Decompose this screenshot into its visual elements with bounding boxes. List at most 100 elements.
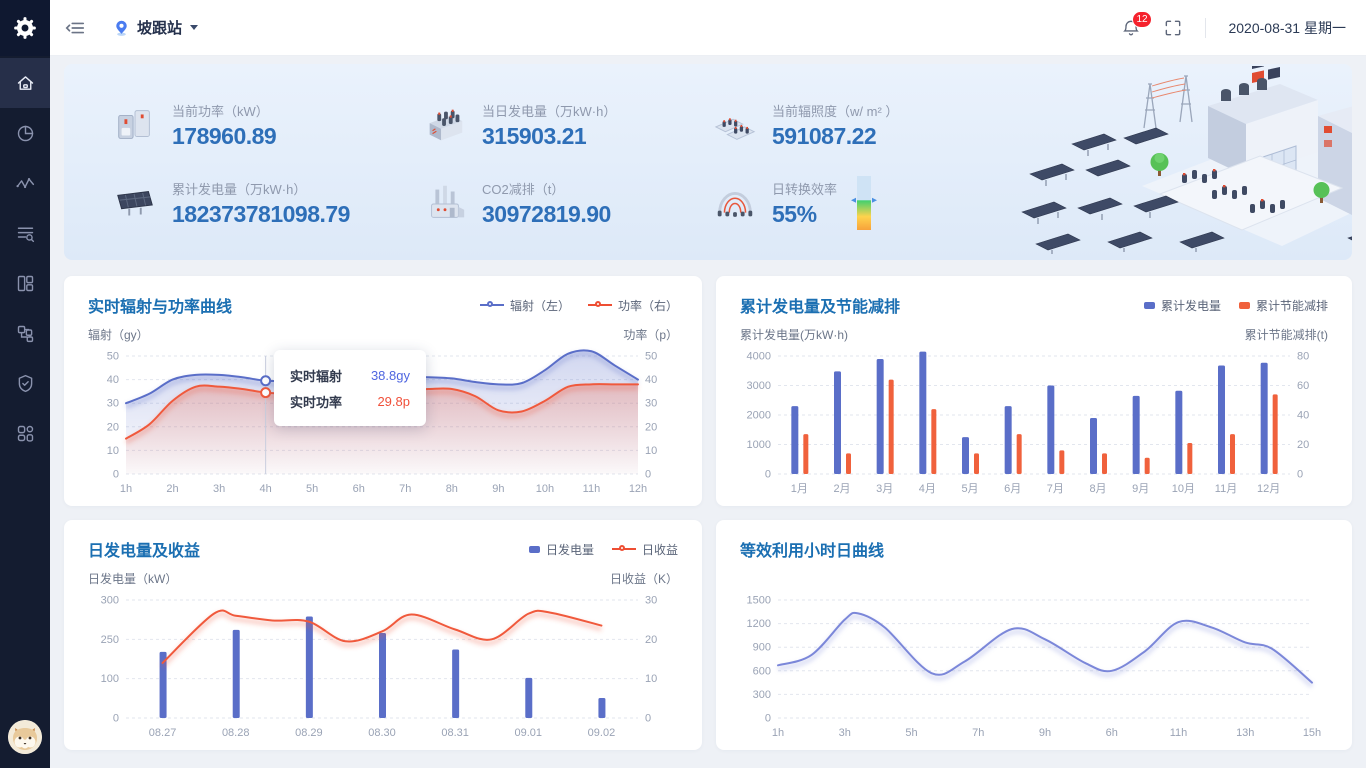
gear-logo-icon	[14, 17, 36, 39]
kpi-stats: 当前功率（kW） 178960.89	[64, 64, 1012, 260]
legend-item[interactable]: 辐射（左）	[479, 297, 570, 314]
svg-text:50: 50	[645, 351, 657, 363]
right-axis-label: 日收益（K）	[609, 572, 678, 586]
svg-text:9月: 9月	[1132, 483, 1149, 495]
station-selector[interactable]: 坡跟站	[112, 17, 199, 38]
chart-legend: 日发电量 日收益	[528, 541, 678, 558]
svg-text:7h: 7h	[399, 483, 411, 495]
svg-text:10: 10	[645, 445, 657, 457]
sidebar-item-topology[interactable]	[0, 308, 50, 358]
svg-text:0: 0	[765, 713, 771, 725]
pipeline-icon	[717, 191, 753, 217]
svg-text:2h: 2h	[166, 483, 178, 495]
stat-value: 55%	[772, 200, 817, 227]
sidebar-item-apps[interactable]	[0, 408, 50, 458]
chart-legend: 辐射（左） 功率（右）	[479, 297, 678, 314]
svg-text:7月: 7月	[1047, 483, 1064, 495]
svg-text:4h: 4h	[260, 483, 272, 495]
svg-text:8月: 8月	[1089, 483, 1106, 495]
svg-text:3000: 3000	[747, 380, 771, 392]
svg-text:0: 0	[1297, 469, 1303, 481]
svg-text:30: 30	[645, 595, 657, 607]
stat-label: 日转换效率	[772, 181, 838, 197]
svg-text:600: 600	[753, 665, 771, 677]
card-equivalent-hours: 等效利用小时日曲线 0 300 600 900 1200 1500 1h 3h 5h 7h 9h 6h…	[716, 520, 1352, 750]
svg-text:6h: 6h	[1106, 727, 1118, 739]
stat-current-power: 当前功率（kW） 178960.89	[112, 86, 422, 164]
svg-text:12月: 12月	[1257, 483, 1280, 495]
chart-title: 日发电量及收益	[88, 543, 201, 560]
list-search-icon	[17, 227, 34, 242]
factory-icon	[431, 185, 465, 218]
pie-chart-icon	[17, 125, 33, 141]
realtime-chart[interactable]: 0 10 20 30 40 50 0 10 20 30 40 50 1h 2h 3h 4h 5h 6h 7h 8h 9h…	[88, 346, 678, 503]
right-axis-label: 功率（p）	[623, 328, 678, 342]
svg-text:1h: 1h	[120, 483, 132, 495]
home-icon	[17, 75, 33, 90]
left-axis-label: 日发电量（kW）	[88, 572, 178, 586]
stat-value: 591087.22	[772, 122, 877, 149]
chevron-down-icon	[190, 25, 199, 30]
plant-illustration	[1012, 64, 1352, 260]
sidebar-item-layout-board[interactable]	[0, 258, 50, 308]
svg-text:300: 300	[101, 595, 119, 607]
legend-item[interactable]: 累计发电量	[1143, 297, 1221, 314]
svg-text:10: 10	[645, 673, 657, 685]
stat-co2-reduction: CO2减排（t） 30972819.90	[422, 164, 712, 242]
stat-label: 当前功率（kW）	[172, 103, 269, 119]
notifications-button[interactable]: 12	[1121, 10, 1152, 38]
cumulative-chart[interactable]: 0 1000 2000 3000 4000 0 20 40 60 80 1月 2月 3月 4月 5月 6月 7月…	[740, 346, 1328, 503]
left-axis-label: 辐射（gy）	[88, 328, 149, 342]
user-avatar[interactable]	[8, 720, 42, 754]
svg-text:1h: 1h	[772, 727, 784, 739]
sidebar-nav	[0, 58, 50, 458]
svg-text:0: 0	[645, 469, 651, 481]
svg-text:5h: 5h	[306, 483, 318, 495]
fullscreen-button[interactable]	[1163, 18, 1183, 38]
layout-board-icon	[17, 275, 33, 291]
sidebar-item-shield[interactable]	[0, 358, 50, 408]
svg-text:30: 30	[645, 398, 657, 410]
card-daily-generation-revenue: 日发电量及收益 日发电量 日收益 日发电量（kW） 日收益（K） 0 100 250 3…	[64, 520, 702, 750]
svg-text:30: 30	[107, 398, 119, 410]
svg-text:10h: 10h	[536, 483, 554, 495]
svg-text:08.27: 08.27	[149, 727, 177, 739]
sidebar-collapse-icon[interactable]	[64, 17, 86, 39]
sidebar-item-activity[interactable]	[0, 158, 50, 208]
tooltip-label: 实时辐射	[290, 368, 343, 384]
svg-text:13h: 13h	[1236, 727, 1254, 739]
svg-text:7h: 7h	[972, 727, 984, 739]
svg-text:100: 100	[101, 673, 119, 685]
chart-title: 累计发电量及节能减排	[740, 299, 901, 316]
stat-value: 178960.89	[172, 122, 277, 149]
svg-text:40: 40	[645, 374, 657, 386]
stat-label: CO2减排（t）	[482, 181, 565, 197]
app-logo[interactable]	[0, 0, 50, 56]
legend-item[interactable]: 日收益	[611, 541, 678, 558]
shiba-avatar-icon	[8, 720, 42, 754]
sidebar-item-pie-chart[interactable]	[0, 108, 50, 158]
card-cumulative-generation: 累计发电量及节能减排 累计发电量 累计节能减排 累计发电量(万kW·h) 累计节能…	[716, 276, 1352, 506]
hours-chart[interactable]: 0 300 600 900 1200 1500 1h 3h 5h 7h 9h 6h 11h 13h 15h	[740, 590, 1328, 747]
irradiance-array-icon	[714, 118, 756, 140]
legend-item[interactable]: 累计节能减排	[1238, 297, 1328, 314]
legend-item[interactable]: 日发电量	[528, 541, 594, 558]
chart-legend: 累计发电量 累计节能减排	[1143, 297, 1328, 314]
sidebar-item-list-search[interactable]	[0, 208, 50, 258]
svg-text:10: 10	[107, 445, 119, 457]
svg-text:08.31: 08.31	[441, 727, 469, 739]
legend-item[interactable]: 功率（右）	[587, 297, 678, 314]
notification-badge: 12	[1132, 10, 1152, 28]
svg-text:08.30: 08.30	[368, 727, 396, 739]
daily-chart[interactable]: 0 100 250 300 0 10 20 30 08.27 08.28 08.29 08.30 08.…	[88, 590, 678, 747]
bell-icon	[1123, 20, 1140, 35]
stat-value: 30972819.90	[482, 200, 611, 227]
svg-text:5h: 5h	[905, 727, 917, 739]
svg-text:4月: 4月	[919, 483, 936, 495]
sidebar-item-home[interactable]	[0, 58, 50, 108]
svg-text:6h: 6h	[353, 483, 365, 495]
svg-text:900: 900	[753, 642, 771, 654]
svg-text:09.02: 09.02	[588, 727, 616, 739]
svg-text:20: 20	[645, 421, 657, 433]
svg-text:250: 250	[101, 634, 119, 646]
